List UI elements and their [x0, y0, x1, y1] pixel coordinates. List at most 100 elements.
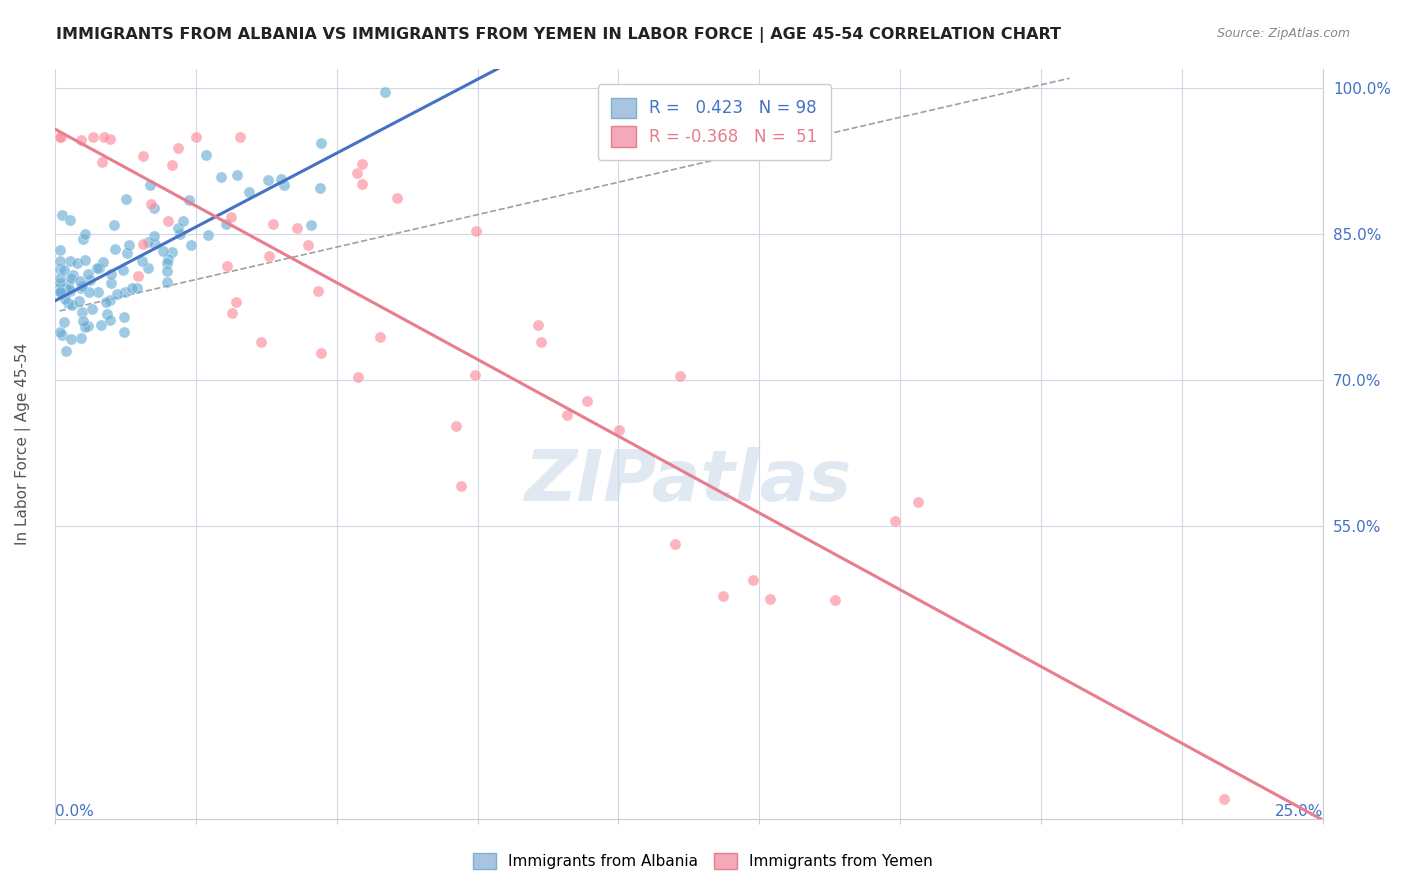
Point [86, 260, 108, 275]
Point [527, 318, 550, 333]
Point [53, 292, 76, 306]
Point [51, 328, 73, 343]
Point [48, 276, 70, 290]
Point [118, 238, 141, 252]
Point [197, 228, 219, 243]
Point [69, 274, 91, 288]
Point [48, 262, 70, 277]
Point [884, 514, 907, 528]
Point [80, 301, 103, 316]
Point [368, 330, 391, 344]
Point [172, 214, 194, 228]
Point [114, 285, 136, 299]
Point [824, 593, 846, 607]
Point [100, 267, 122, 281]
Point [96, 307, 118, 321]
Point [93, 129, 115, 144]
Point [86, 285, 108, 300]
Point [104, 243, 127, 257]
Point [167, 220, 190, 235]
Point [250, 335, 273, 350]
Point [664, 536, 686, 550]
Point [156, 275, 179, 289]
Point [177, 193, 200, 207]
Point [711, 589, 734, 603]
Point [465, 224, 488, 238]
Legend: R =   0.423   N = 98, R = -0.368   N =  51: R = 0.423 N = 98, R = -0.368 N = 51 [598, 85, 831, 160]
Point [79, 285, 101, 299]
Point [741, 573, 763, 587]
Point [273, 178, 295, 192]
Point [219, 211, 242, 225]
Point [53, 315, 76, 329]
Point [112, 325, 135, 339]
Point [55, 281, 77, 295]
Point [48, 129, 70, 144]
Point [156, 214, 179, 228]
Point [105, 286, 128, 301]
Point [215, 218, 238, 232]
Point [69, 331, 91, 345]
Text: IMMIGRANTS FROM ALBANIA VS IMMIGRANTS FROM YEMEN IN LABOR FORCE | AGE 45-54 CORR: IMMIGRANTS FROM ALBANIA VS IMMIGRANTS FR… [56, 27, 1062, 43]
Point [307, 284, 329, 298]
Point [49, 129, 72, 144]
Point [285, 221, 308, 235]
Point [450, 479, 472, 493]
Point [48, 271, 70, 285]
Point [72, 278, 94, 293]
Point [352, 157, 374, 171]
Point [160, 158, 183, 172]
Point [257, 173, 280, 187]
Point [60, 298, 83, 312]
Point [98, 132, 121, 146]
Point [346, 166, 368, 180]
Point [194, 148, 217, 162]
Text: 0.0%: 0.0% [55, 804, 93, 819]
Legend: Immigrants from Albania, Immigrants from Yemen: Immigrants from Albania, Immigrants from… [467, 847, 939, 875]
Point [138, 260, 160, 275]
Point [82, 129, 104, 144]
Point [70, 281, 93, 295]
Point [759, 592, 782, 607]
Point [152, 244, 174, 258]
Point [72, 313, 94, 327]
Point [257, 249, 280, 263]
Point [446, 418, 468, 433]
Point [100, 312, 122, 326]
Point [127, 281, 149, 295]
Point [157, 252, 180, 266]
Point [576, 393, 599, 408]
Point [385, 191, 408, 205]
Point [48, 243, 70, 257]
Point [48, 254, 70, 268]
Text: 25.0%: 25.0% [1275, 804, 1323, 819]
Point [66, 256, 89, 270]
Point [143, 201, 166, 215]
Point [136, 235, 159, 250]
Point [96, 295, 118, 310]
Point [215, 259, 238, 273]
Point [311, 136, 333, 150]
Point [59, 212, 82, 227]
Point [98, 293, 121, 307]
Point [238, 185, 260, 199]
Point [156, 256, 179, 270]
Point [69, 133, 91, 147]
Point [49, 284, 72, 298]
Point [60, 270, 83, 285]
Point [77, 319, 100, 334]
Point [270, 172, 292, 186]
Point [309, 181, 332, 195]
Point [309, 346, 332, 360]
Point [75, 319, 97, 334]
Point [59, 254, 82, 268]
Point [60, 332, 83, 346]
Point [72, 232, 94, 246]
Point [56, 296, 79, 310]
Point [56, 277, 79, 291]
Point [143, 228, 166, 243]
Point [127, 268, 149, 283]
Point [609, 424, 631, 438]
Point [48, 325, 70, 339]
Point [226, 168, 249, 182]
